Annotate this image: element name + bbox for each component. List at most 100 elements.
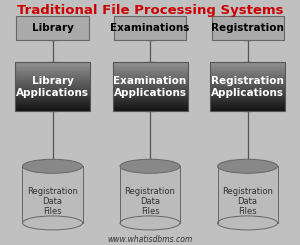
Bar <box>15 98 90 99</box>
Text: Examinations: Examinations <box>110 23 190 33</box>
Bar <box>15 74 90 75</box>
Text: Library
Applications: Library Applications <box>16 76 89 98</box>
Bar <box>210 110 285 111</box>
Bar <box>112 68 188 69</box>
Bar <box>210 70 285 71</box>
Text: www.whatisdbms.com: www.whatisdbms.com <box>107 235 193 244</box>
Bar <box>210 67 285 68</box>
Bar <box>112 67 188 68</box>
Bar <box>210 101 285 102</box>
Bar <box>210 80 285 81</box>
Bar <box>15 76 90 77</box>
Bar <box>210 100 285 101</box>
Bar <box>15 90 90 91</box>
Text: Examination
Applications: Examination Applications <box>113 76 187 98</box>
Bar <box>15 110 90 111</box>
Bar <box>112 77 188 78</box>
Bar <box>112 106 188 107</box>
Bar <box>112 74 188 75</box>
Bar <box>210 65 285 66</box>
Bar <box>15 106 90 107</box>
Bar <box>22 166 82 223</box>
Bar <box>218 166 278 223</box>
Bar <box>112 101 188 102</box>
Bar <box>210 87 285 88</box>
Bar <box>112 99 188 100</box>
Bar <box>16 16 88 40</box>
Bar <box>210 97 285 98</box>
Bar <box>15 64 90 65</box>
Bar <box>15 100 90 101</box>
Bar <box>112 96 188 97</box>
Bar <box>112 75 188 76</box>
Bar <box>210 93 285 94</box>
Bar <box>15 75 90 76</box>
Bar <box>210 71 285 72</box>
Bar <box>15 94 90 95</box>
Bar <box>112 109 188 110</box>
Ellipse shape <box>22 216 82 230</box>
Bar <box>210 64 285 65</box>
Bar <box>210 62 285 111</box>
Bar <box>112 100 188 101</box>
Bar <box>15 108 90 109</box>
Bar <box>210 105 285 106</box>
Bar <box>210 103 285 104</box>
Bar <box>112 104 188 105</box>
Bar <box>210 99 285 100</box>
Bar <box>15 104 90 105</box>
Bar <box>15 105 90 106</box>
Bar <box>210 75 285 76</box>
Bar <box>112 88 188 89</box>
Bar <box>112 80 188 81</box>
Bar <box>15 65 90 66</box>
Bar <box>112 81 188 82</box>
Bar <box>210 109 285 110</box>
Bar <box>210 94 285 95</box>
Bar <box>15 72 90 73</box>
Ellipse shape <box>120 216 180 230</box>
Bar <box>112 108 188 109</box>
Bar <box>15 63 90 64</box>
Bar <box>210 78 285 79</box>
Bar <box>210 69 285 70</box>
Bar <box>15 62 90 111</box>
Bar <box>112 63 188 64</box>
Bar <box>210 89 285 90</box>
Bar <box>112 83 188 84</box>
Bar <box>210 91 285 92</box>
Bar <box>112 92 188 93</box>
Bar <box>15 99 90 100</box>
Bar <box>15 103 90 104</box>
Text: Registration: Registration <box>211 23 284 33</box>
Bar <box>15 69 90 70</box>
Bar <box>210 77 285 78</box>
Text: Traditional File Processing Systems: Traditional File Processing Systems <box>17 4 283 17</box>
Bar <box>210 86 285 87</box>
Bar <box>112 95 188 96</box>
Bar <box>112 89 188 90</box>
Ellipse shape <box>218 216 278 230</box>
Text: Registration
Data
Files: Registration Data Files <box>27 186 78 216</box>
Bar <box>112 69 188 70</box>
Bar <box>210 92 285 93</box>
Bar <box>210 72 285 73</box>
Bar <box>15 81 90 82</box>
Bar <box>15 73 90 74</box>
Bar <box>15 66 90 67</box>
Bar <box>112 86 188 87</box>
Bar <box>15 89 90 90</box>
Bar <box>112 70 188 71</box>
Bar <box>15 95 90 96</box>
Bar <box>112 87 188 88</box>
Bar <box>15 86 90 87</box>
Bar <box>15 101 90 102</box>
Bar <box>112 85 188 86</box>
Bar <box>210 79 285 80</box>
Bar <box>15 62 90 63</box>
Ellipse shape <box>218 159 278 173</box>
Bar <box>210 96 285 97</box>
Text: Registration
Applications: Registration Applications <box>211 76 284 98</box>
Bar <box>210 73 285 74</box>
Bar <box>210 66 285 67</box>
